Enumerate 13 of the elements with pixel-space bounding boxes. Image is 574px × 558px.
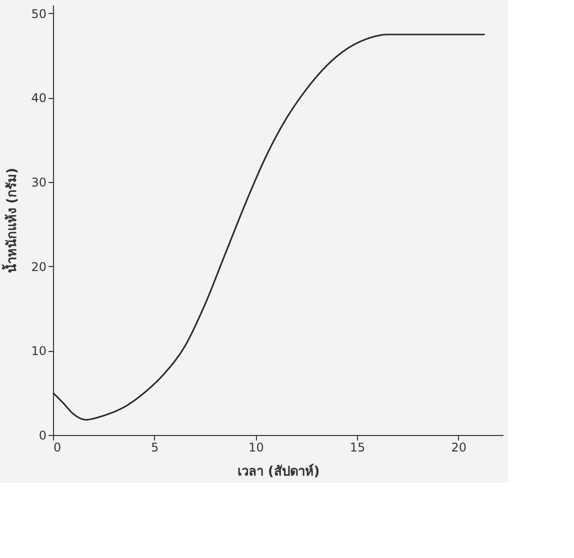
x-tick-label: 15	[350, 440, 366, 454]
y-axis-title: น้ำหนักแห้ง (กรัม)	[1, 168, 20, 274]
x-tick-label: 0	[54, 440, 62, 454]
x-tick-label: 20	[451, 440, 467, 454]
x-tick-label: 5	[151, 440, 159, 454]
x-axis-title: เวลา (สัปดาห์)	[237, 464, 320, 480]
x-tick-label: 10	[248, 440, 264, 454]
y-tick-label: 30	[31, 176, 46, 190]
y-tick-label: 40	[31, 91, 46, 106]
y-tick-label: 10	[31, 344, 46, 358]
y-tick-label: 50	[31, 6, 46, 21]
y-tick-label: 0	[38, 428, 46, 442]
y-tick-label: 20	[31, 260, 46, 274]
